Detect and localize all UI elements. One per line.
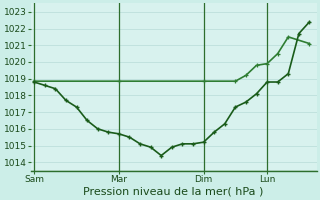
X-axis label: Pression niveau de la mer( hPa ): Pression niveau de la mer( hPa ): [84, 187, 264, 197]
